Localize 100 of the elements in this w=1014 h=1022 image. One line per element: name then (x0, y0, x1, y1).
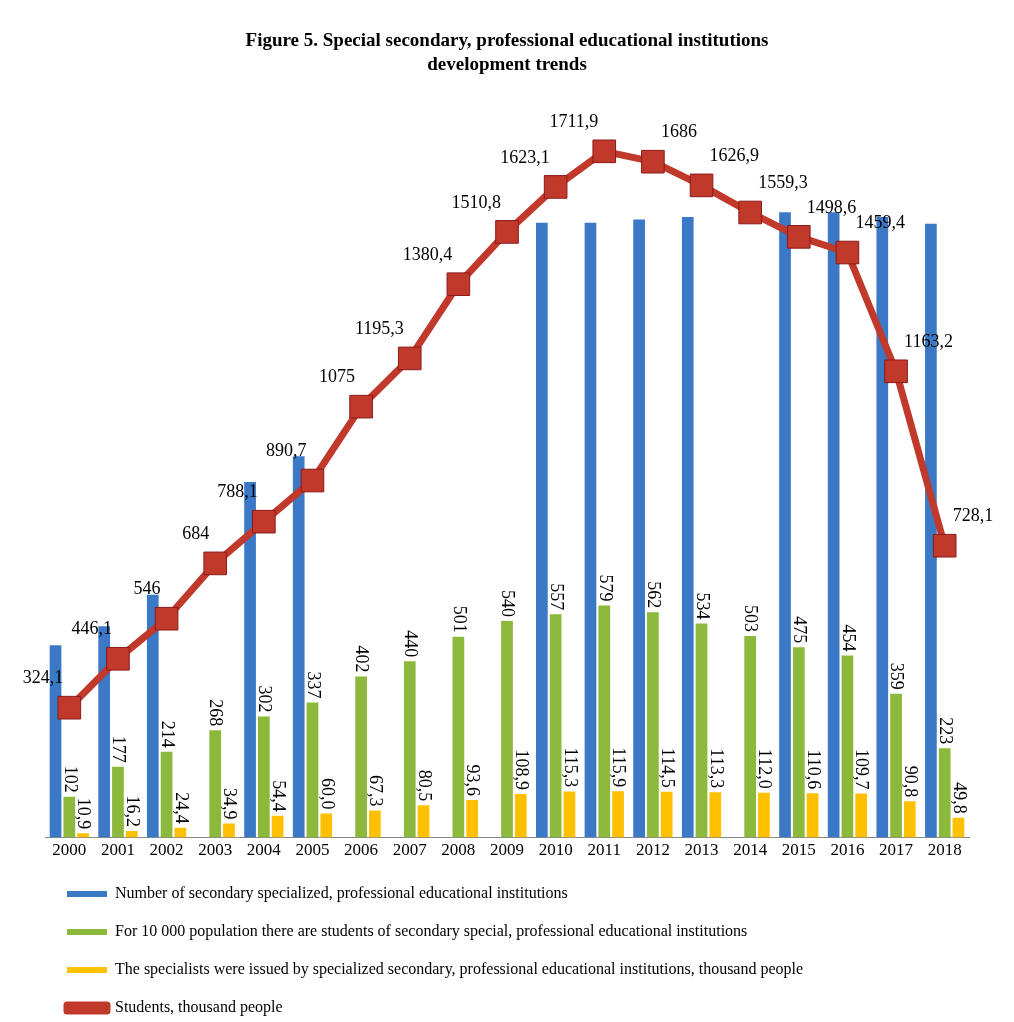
bar (209, 730, 222, 838)
data-label: 728,1 (952, 505, 994, 526)
x-tick-label: 2008 (441, 840, 476, 860)
bar (403, 661, 416, 838)
point (154, 606, 179, 631)
bar (758, 792, 770, 838)
point (495, 220, 519, 244)
x-tick-label: 2010 (538, 840, 573, 860)
x-tick-label: 2003 (198, 840, 233, 860)
bar (146, 594, 159, 838)
data-label: 1686 (660, 121, 697, 142)
x-tick-label: 2009 (490, 840, 524, 860)
bar (598, 605, 611, 838)
data-label: 16,2 (122, 795, 143, 828)
data-label: 1711,9 (549, 111, 599, 132)
data-label: 540 (498, 590, 519, 618)
data-label: 80,5 (414, 769, 435, 802)
data-label: 177 (109, 735, 130, 763)
data-label: 214 (157, 720, 178, 748)
data-label: 54,4 (268, 780, 289, 812)
bar (633, 219, 645, 838)
data-label: 49,8 (949, 782, 970, 814)
bar (890, 693, 902, 838)
point (349, 394, 373, 419)
chart-title: Figure 5. Special secondary, professional educational institutions development trends (244, 28, 770, 76)
x-tick-label: 2004 (246, 840, 282, 860)
bar (320, 813, 333, 838)
data-label: 109,7 (852, 749, 873, 790)
bar (660, 791, 673, 838)
bar (452, 636, 465, 838)
point (786, 225, 811, 249)
data-label: 1195,3 (354, 318, 404, 339)
point (932, 533, 957, 558)
data-label: 454 (838, 624, 859, 652)
bar (417, 805, 430, 838)
bar (792, 647, 805, 838)
data-label: 115,3 (560, 747, 581, 788)
data-label: 102 (60, 765, 81, 793)
bar (223, 823, 235, 838)
point (592, 139, 617, 164)
bar (709, 792, 722, 838)
data-label: 475 (790, 616, 811, 644)
data-label: 1623,1 (500, 146, 550, 167)
bar (938, 748, 951, 838)
bar (779, 212, 791, 838)
bar (647, 612, 659, 838)
data-label: 112,0 (755, 748, 776, 789)
data-label: 10,9 (74, 797, 95, 830)
x-tick-label: 2006 (344, 840, 379, 860)
data-label: 302 (255, 685, 276, 713)
point (300, 468, 325, 493)
data-label: 546 (133, 578, 161, 599)
bar (306, 702, 319, 838)
bar (160, 751, 173, 838)
point (203, 551, 228, 576)
bar (584, 222, 597, 838)
bar (501, 621, 513, 838)
bar (806, 793, 819, 838)
data-label: 440 (401, 630, 421, 658)
bar (355, 676, 367, 838)
data-label: 67,3 (366, 775, 387, 807)
data-label: 359 (887, 662, 908, 690)
point (252, 509, 276, 534)
legend-label: The specialists were issued by specialized secondary, professional educational institutions, thousand people (115, 960, 804, 979)
bar (271, 815, 284, 838)
point (543, 175, 568, 199)
data-label: 90,8 (901, 765, 922, 798)
bar (903, 801, 916, 838)
data-label: 110,6 (803, 749, 824, 790)
point (446, 272, 471, 297)
data-label: 268 (206, 699, 227, 727)
data-label: 557 (546, 583, 567, 611)
bar (563, 791, 576, 838)
x-tick-label: 2005 (295, 840, 330, 860)
data-label: 684 (182, 523, 210, 544)
point (689, 173, 714, 198)
data-label: 223 (935, 717, 956, 745)
data-label: 534 (692, 592, 713, 620)
data-label: 446,1 (71, 618, 112, 639)
x-tick-label: 2012 (635, 840, 670, 860)
bar (112, 766, 124, 838)
data-label: 1626,9 (709, 145, 760, 166)
x-tick-label: 2018 (927, 840, 962, 860)
data-label: 24,4 (171, 792, 192, 824)
bar (514, 793, 527, 838)
data-label: 93,6 (463, 764, 484, 797)
bar (77, 833, 89, 838)
x-tick-label: 2011 (587, 840, 621, 860)
bar (466, 800, 478, 838)
bar (63, 796, 76, 838)
x-tick-label: 2017 (879, 840, 914, 860)
bar (536, 222, 548, 838)
bar (695, 623, 708, 838)
data-label: 337 (303, 671, 324, 699)
bar (681, 217, 694, 838)
point (641, 149, 665, 174)
legend-label: Number of secondary specialized, professional educational institutions (115, 884, 568, 903)
bar (841, 655, 854, 838)
x-tick-label: 2000 (52, 840, 87, 860)
data-label: 115,9 (609, 747, 630, 788)
